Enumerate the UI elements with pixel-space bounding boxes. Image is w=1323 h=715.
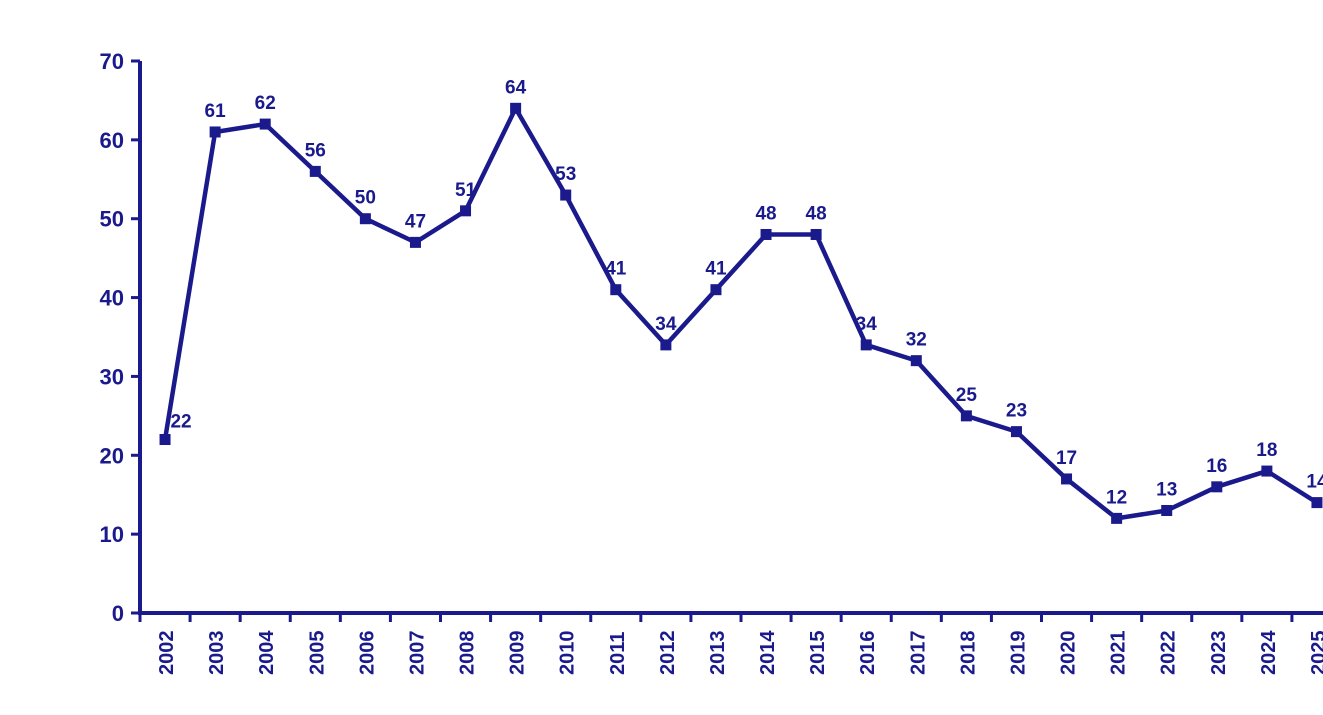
y-axis-tick-label: 60 <box>100 128 124 153</box>
data-point-label: 12 <box>1106 487 1127 508</box>
x-axis-tick-label: 2004 <box>256 630 278 675</box>
x-axis-tick-label: 2019 <box>1007 631 1029 675</box>
series-line <box>162 106 1319 521</box>
data-point-label: 51 <box>455 180 477 201</box>
y-axis-tick-label: 30 <box>100 364 124 389</box>
data-point-marker <box>960 410 972 422</box>
x-axis-tick-label: 2012 <box>657 631 679 676</box>
data-point-marker <box>710 284 722 296</box>
x-axis-tick-label: 2003 <box>206 631 228 676</box>
x-axis-tick-label: 2011 <box>607 632 629 675</box>
data-point-marker <box>159 434 171 446</box>
data-point-label: 64 <box>505 77 527 98</box>
x-axis-tick-label: 2024 <box>1258 630 1280 675</box>
x-axis-tick-label: 2022 <box>1158 631 1180 676</box>
data-point-marker <box>910 355 922 367</box>
data-point-marker <box>860 339 872 351</box>
x-axis-tick-label: 2005 <box>306 631 328 676</box>
data-point-marker <box>1061 473 1073 485</box>
x-axis-tick-label: 2008 <box>457 631 479 676</box>
data-point-label: 41 <box>605 259 627 280</box>
data-point-label: 22 <box>170 412 191 433</box>
y-axis-tick-label: 0 <box>112 601 124 626</box>
data-point-label: 23 <box>1006 401 1027 422</box>
data-point-marker <box>460 205 472 217</box>
data-point-marker <box>409 236 421 248</box>
x-axis-tick-label: 2002 <box>156 631 178 676</box>
data-point-label: 17 <box>1056 448 1077 469</box>
x-axis-tick-label: 2020 <box>1058 631 1080 676</box>
x-axis-tick-label: 2014 <box>757 630 779 675</box>
data-point-label: 32 <box>906 330 927 351</box>
y-axis-tick-label: 50 <box>100 207 124 232</box>
data-point-marker <box>1111 512 1123 524</box>
data-point-label: 14 <box>1306 472 1323 493</box>
data-point-marker <box>510 102 522 114</box>
y-axis-tick-label: 70 <box>100 49 124 74</box>
x-axis-tick-label: 2023 <box>1208 631 1230 676</box>
data-point-label: 25 <box>956 385 978 406</box>
data-point-label: 41 <box>705 259 727 280</box>
data-point-label: 34 <box>856 314 878 335</box>
y-axis-tick-label: 10 <box>100 522 124 547</box>
data-point-marker <box>1010 426 1022 438</box>
line-chart: 0 10 20 30 40 50 60 70 2002 2003 2004 2005 2006 2007 2… <box>40 16 1323 699</box>
data-point-label: 50 <box>355 188 376 209</box>
x-axis-tick-label: 2015 <box>807 631 829 676</box>
x-axis-tick-label: 2017 <box>907 631 929 676</box>
data-point-label: 16 <box>1206 456 1227 477</box>
data-point-marker <box>209 126 221 138</box>
x-axis-tick-label: 2016 <box>857 631 879 676</box>
data-point-label: 48 <box>806 203 827 224</box>
x-axis-tick-label: 2013 <box>707 631 729 676</box>
data-point-marker <box>660 339 672 351</box>
data-point-marker <box>1211 481 1223 493</box>
y-axis-tick-label: 40 <box>100 286 124 311</box>
x-axis-tick-label: 2010 <box>557 631 579 676</box>
data-point-marker <box>610 284 622 296</box>
x-axis-tick-label: 2007 <box>406 631 428 676</box>
chart-canvas: 0 10 20 30 40 50 60 70 2002 2003 2004 2005 2006 2007 2… <box>100 49 1323 676</box>
data-point-marker <box>810 228 822 240</box>
data-point-label: 62 <box>255 93 276 114</box>
data-point-label: 61 <box>205 101 227 122</box>
data-point-marker <box>359 213 371 225</box>
data-point-label: 53 <box>555 164 576 185</box>
x-axis-tick-label: 2006 <box>356 631 378 676</box>
x-axis-tick-label: 2021 <box>1108 631 1130 676</box>
data-point-marker <box>259 118 271 130</box>
data-point-label: 18 <box>1256 440 1277 461</box>
data-point-marker <box>760 228 772 240</box>
data-point-marker <box>560 189 572 201</box>
data-point-label: 56 <box>305 140 326 161</box>
x-axis-tick-label: 2009 <box>507 631 529 676</box>
data-point-label: 48 <box>755 203 776 224</box>
y-axis-tick-label: 20 <box>100 443 124 468</box>
data-point-label: 47 <box>405 211 426 232</box>
data-point-marker <box>1311 497 1323 509</box>
data-point-label: 13 <box>1156 479 1177 500</box>
x-axis-tick-label: 2018 <box>957 631 979 676</box>
data-point-label: 34 <box>655 314 677 335</box>
data-point-marker <box>309 165 321 177</box>
data-point-marker <box>1261 465 1273 477</box>
data-point-marker <box>1161 504 1173 516</box>
x-axis-tick-label: 2025 <box>1308 631 1323 676</box>
